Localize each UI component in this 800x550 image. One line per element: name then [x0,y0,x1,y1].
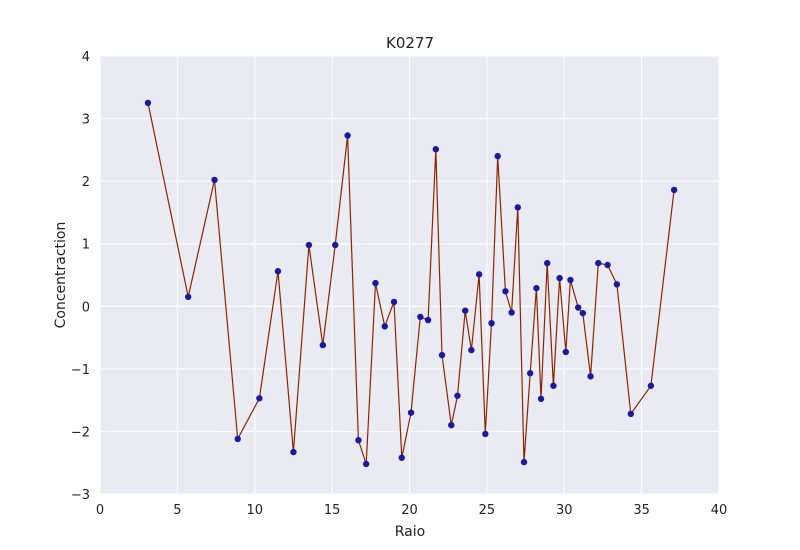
data-point [562,348,569,356]
data-point [424,316,432,324]
data-point [144,99,152,107]
data-point [587,373,594,380]
data-point [372,279,379,287]
data-point [550,382,557,389]
data-point [579,309,587,317]
data-point [234,435,241,443]
y-tick-labels: −3 −2 −1 0 1 2 3 4 [71,50,90,503]
x-tick-label: 5 [173,503,181,518]
y-tick-label: 1 [82,238,90,253]
data-point [482,430,489,438]
data-point [488,319,495,327]
x-tick-label: 20 [401,503,418,518]
data-point [344,132,351,139]
data-point [454,392,461,399]
y-tick-label: −2 [71,425,90,440]
x-tick-label: 40 [711,503,728,518]
data-point [355,436,362,444]
data-point [468,346,475,354]
data-point [508,309,515,316]
data-point [494,152,501,160]
data-point [432,146,440,153]
y-tick-label: 4 [82,50,90,65]
x-axis-label: Raio [395,524,425,540]
data-point [381,323,388,330]
data-point [305,241,313,249]
data-point [475,271,483,278]
data-point [647,382,655,389]
data-point [417,313,424,321]
data-point [319,341,327,349]
x-tick-label: 10 [246,503,263,518]
series [144,99,678,468]
data-point [256,395,263,402]
data-point [438,351,446,359]
y-axis-label: Concentraction [53,222,69,329]
y-tick-label: −1 [71,363,90,378]
data-point [527,370,534,377]
x-tick-labels: 0 5 10 15 20 25 30 35 40 [96,503,727,518]
data-point [211,176,218,184]
data-point [398,454,405,461]
data-point [407,409,415,416]
y-tick-label: 3 [82,113,90,128]
data-point [537,395,545,403]
data-point [462,307,469,314]
y-tick-label: 0 [82,300,90,315]
data-point [185,293,192,301]
y-tick-label: 2 [82,175,90,190]
data-point [604,261,611,269]
data-point [613,281,621,288]
x-tick-label: 35 [633,503,650,518]
data-point [390,298,398,306]
data-point [556,274,563,282]
data-point [533,284,540,292]
x-tick-label: 30 [556,503,573,518]
data-point [670,186,678,194]
data-point [627,410,634,418]
x-tick-label: 25 [479,503,496,518]
data-point [567,276,574,284]
x-tick-label: 0 [96,503,104,518]
data-point [290,448,297,456]
x-tick-label: 15 [324,503,341,518]
data-point [274,268,282,275]
chart-title: K0277 [386,34,434,52]
data-point [595,259,602,267]
data-point [332,241,339,249]
y-tick-label: −3 [71,488,90,503]
data-point [544,259,551,267]
data-point [362,460,370,468]
data-point [502,288,509,295]
data-point [520,458,528,466]
grid [99,55,720,495]
data-point [574,304,582,311]
data-point [514,204,522,211]
data-point [448,421,455,429]
